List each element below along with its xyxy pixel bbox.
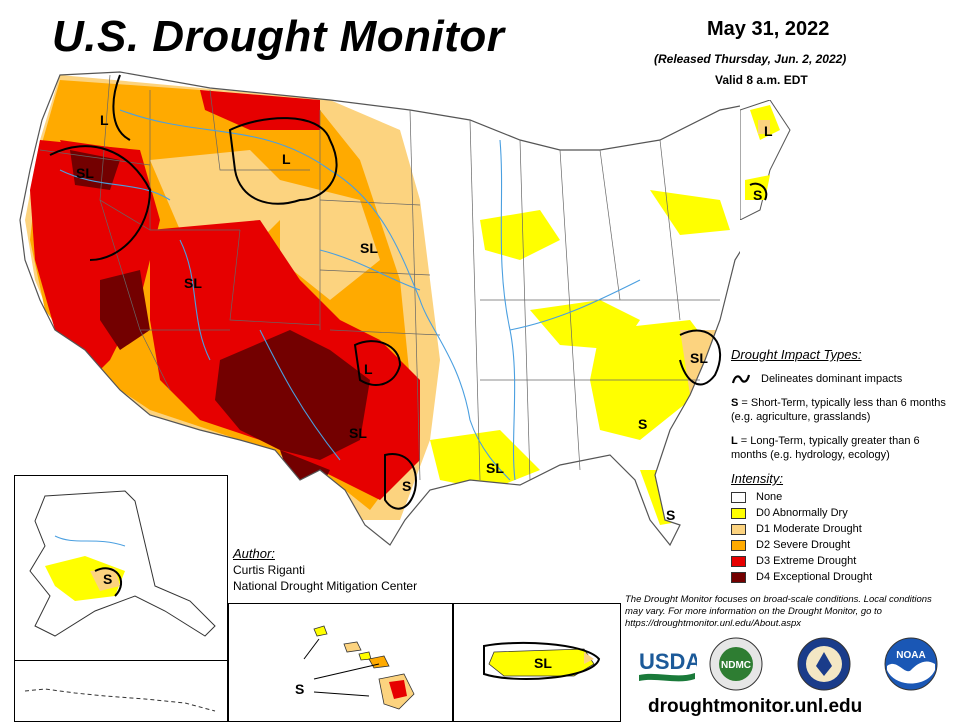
- info-note: The Drought Monitor focuses on broad-sca…: [625, 594, 932, 629]
- intensity-d4: D4 Exceptional Drought: [731, 569, 956, 585]
- impact-label-nw: L: [100, 112, 109, 128]
- aleutian-map: [24, 688, 216, 712]
- ndmc-logo-text: NDMC: [721, 660, 751, 671]
- impact-label-mt: L: [282, 151, 291, 167]
- map-title: U.S. Drought Monitor: [52, 12, 505, 61]
- long-term-entry: L = Long-Term, typically greater than 6 …: [731, 434, 956, 462]
- noaa-logo-text: NOAA: [896, 650, 925, 661]
- alaska-map: S: [29, 490, 216, 637]
- website-link[interactable]: droughtmonitor.unl.edu: [648, 696, 863, 717]
- state-boundaries: [39, 74, 720, 481]
- impact-label-ne-l-2: L: [764, 123, 773, 139]
- intensity-d1-label: D1 Moderate Drought: [756, 523, 862, 535]
- impact-label-fl-s: S: [666, 507, 675, 523]
- impact-label-tx-s: S: [402, 478, 411, 494]
- impact-label-ne-s-2: S: [753, 187, 762, 203]
- usda-logo-text: USDA: [639, 649, 697, 674]
- author-org: National Drought Mitigation Center: [233, 579, 418, 593]
- impact-label-tx-sl: SL: [349, 425, 367, 441]
- impact-line-label: Delineates dominant impacts: [761, 373, 903, 385]
- swatch-d3: [731, 555, 746, 567]
- intensity-d3-label: D3 Extreme Drought: [756, 555, 857, 567]
- valid-time: Valid 8 a.m. EDT: [715, 73, 808, 87]
- us-outline: [19, 71, 740, 547]
- long-term-text: = Long-Term, typically greater than 6 mo…: [731, 435, 920, 461]
- noaa-logo[interactable]: NOAA: [883, 636, 939, 692]
- author-block: Author: Curtis Riganti National Drought …: [233, 546, 417, 594]
- intensity-heading: Intensity:: [731, 471, 784, 486]
- intensity-d3: D3 Extreme Drought: [731, 553, 956, 569]
- impact-label-plains-sl: SL: [360, 240, 378, 256]
- impact-line-entry: Delineates dominant impacts: [731, 372, 956, 386]
- map-date: May 31, 2022: [707, 18, 830, 40]
- short-term-entry: S = Short-Term, typically less than 6 mo…: [731, 396, 956, 424]
- conus-drought-map: L SL L SL SL L SL S SL L S SL S S: [19, 71, 740, 547]
- short-term-text: = Short-Term, typically less than 6 mont…: [731, 397, 946, 423]
- impact-boundaries: [49, 74, 721, 510]
- intensity-none: None: [731, 489, 956, 505]
- swatch-d0: [731, 507, 746, 519]
- author-heading: Author:: [233, 546, 275, 561]
- intensity-d2: D2 Severe Drought: [731, 537, 956, 553]
- impact-label-se-sl: SL: [690, 350, 708, 366]
- swatch-d1: [731, 523, 746, 535]
- impact-label-sw-l: L: [364, 361, 373, 377]
- alaska-inset: S: [14, 475, 228, 661]
- impact-line-icon: [731, 374, 751, 384]
- intensity-d0-label: D0 Abnormally Dry: [756, 507, 848, 519]
- intensity-d2-label: D2 Severe Drought: [756, 539, 851, 551]
- short-term-key: S: [731, 397, 739, 409]
- intensity-d1: D1 Moderate Drought: [731, 521, 956, 537]
- intensity-d4-label: D4 Exceptional Drought: [756, 571, 873, 583]
- hawaii-inset: S: [228, 603, 453, 722]
- impact-label-gulf-sl: SL: [486, 460, 504, 476]
- puerto-rico-map: SL: [483, 641, 601, 680]
- intensity-list: None D0 Abnormally Dry D1 Moderate Droug…: [731, 489, 956, 585]
- northeast-map-part: L S: [740, 100, 791, 220]
- impact-types-heading: Drought Impact Types:: [731, 347, 862, 362]
- swatch-d2: [731, 539, 746, 551]
- swatch-none: [731, 491, 746, 503]
- aleutian-inset: [14, 660, 228, 722]
- commerce-seal[interactable]: [796, 636, 852, 692]
- impact-label-hi-s: S: [295, 681, 304, 697]
- impact-label-nw-sl: SL: [76, 165, 94, 181]
- map-legend: Drought Impact Types: Delineates dominan…: [731, 348, 956, 585]
- long-term-key: L: [731, 435, 738, 447]
- release-date: (Released Thursday, Jun. 2, 2022): [654, 52, 847, 66]
- hawaii-map: S: [295, 625, 415, 710]
- rivers: [59, 109, 641, 481]
- intensity-d0: D0 Abnormally Dry: [731, 505, 956, 521]
- impact-label-ak-s: S: [103, 571, 112, 587]
- impact-label-west-sl: SL: [184, 275, 202, 291]
- usda-logo[interactable]: USDA: [637, 645, 697, 687]
- ndmc-logo[interactable]: NDMC: [708, 636, 764, 692]
- impact-label-pr-sl: SL: [534, 655, 552, 671]
- author-name: Curtis Riganti: [233, 563, 306, 577]
- intensity-none-label: None: [756, 491, 783, 503]
- impact-label-se-s: S: [638, 416, 647, 432]
- puerto-rico-inset: SL: [453, 603, 621, 722]
- swatch-d4: [731, 571, 746, 583]
